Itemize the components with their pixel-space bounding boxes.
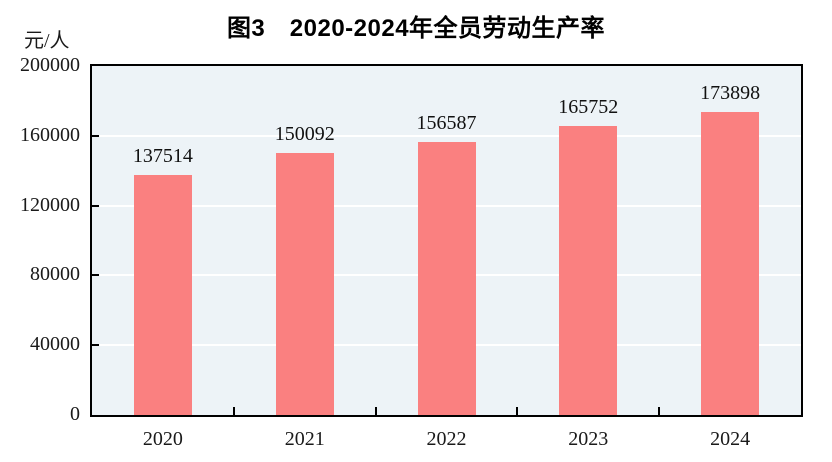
plot-area [90,64,803,417]
chart-title: 图3 2020-2024年全员劳动生产率 [226,15,606,42]
y-axis-tick-mark [92,204,99,207]
value-label-2021: 150092 [274,123,335,146]
bar-2023 [559,125,618,415]
x-axis-tick-mark [516,407,519,415]
x-axis-tick-mark [232,407,235,415]
x-tick-label-2023: 2023 [568,428,609,450]
x-tick-label-2020: 2020 [142,428,183,450]
y-tick-label-0: 0 [70,403,80,425]
y-tick-label-80000: 80000 [30,263,80,286]
y-axis-unit-label: 元/人 [24,30,70,52]
x-tick-label-2021: 2021 [284,428,325,450]
x-tick-label-2022: 2022 [426,428,467,450]
gridline-160000 [92,134,801,137]
y-tick-label-200000: 200000 [20,54,80,76]
y-tick-label-160000: 160000 [20,123,80,146]
bar-2024 [701,111,760,415]
y-axis-tick-mark [92,344,99,347]
bar-2020 [133,175,192,415]
y-axis-tick-mark [92,274,99,277]
value-label-2022: 156587 [416,111,477,134]
value-label-2020: 137514 [132,145,193,168]
x-axis-tick-mark [658,407,661,415]
y-axis-tick-mark [92,134,99,137]
bar-2022 [417,141,476,415]
x-tick-label-2024: 2024 [710,428,751,450]
bar-2021 [275,153,334,415]
y-tick-label-120000: 120000 [20,193,80,216]
value-label-2024: 173898 [700,81,761,104]
y-tick-label-40000: 40000 [30,333,80,356]
x-axis-tick-mark [374,407,377,415]
value-label-2023: 165752 [558,95,619,118]
